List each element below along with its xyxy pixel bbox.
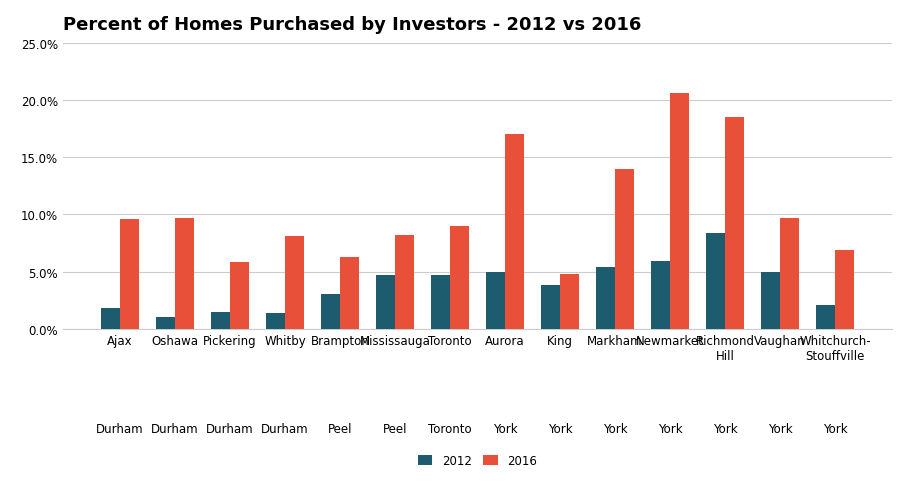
Text: York: York (713, 422, 737, 435)
Text: York: York (493, 422, 517, 435)
Bar (175, 218, 195, 329)
Bar (596, 268, 615, 329)
Bar (431, 275, 450, 329)
Bar (120, 219, 140, 329)
Text: Toronto: Toronto (428, 422, 472, 435)
Bar (376, 275, 395, 329)
Text: York: York (768, 422, 792, 435)
Bar (156, 318, 175, 329)
Text: Peel: Peel (328, 422, 352, 435)
Bar (101, 309, 120, 329)
Bar (266, 313, 285, 329)
Bar (321, 295, 340, 329)
Bar (815, 305, 835, 329)
Bar (486, 272, 505, 329)
Bar (725, 118, 744, 329)
Text: Peel: Peel (383, 422, 407, 435)
Text: Percent of Homes Purchased by Investors - 2012 vs 2016: Percent of Homes Purchased by Investors … (63, 15, 642, 34)
Text: York: York (603, 422, 627, 435)
Bar (705, 233, 725, 329)
Text: York: York (658, 422, 682, 435)
Bar (835, 250, 854, 329)
Bar (395, 235, 414, 329)
Bar (670, 94, 689, 329)
Legend: 2012, 2016: 2012, 2016 (414, 449, 542, 472)
Bar (615, 169, 634, 329)
Text: Durham: Durham (206, 422, 254, 435)
Bar (780, 218, 799, 329)
Text: York: York (548, 422, 572, 435)
Text: Durham: Durham (96, 422, 144, 435)
Bar (541, 286, 560, 329)
Bar (560, 274, 579, 329)
Bar (505, 135, 524, 329)
Bar (211, 312, 230, 329)
Text: Durham: Durham (261, 422, 309, 435)
Bar (760, 272, 780, 329)
Bar (450, 227, 469, 329)
Bar (340, 257, 359, 329)
Bar (651, 262, 670, 329)
Text: Durham: Durham (151, 422, 199, 435)
Bar (230, 263, 250, 329)
Bar (285, 237, 305, 329)
Text: York: York (823, 422, 847, 435)
